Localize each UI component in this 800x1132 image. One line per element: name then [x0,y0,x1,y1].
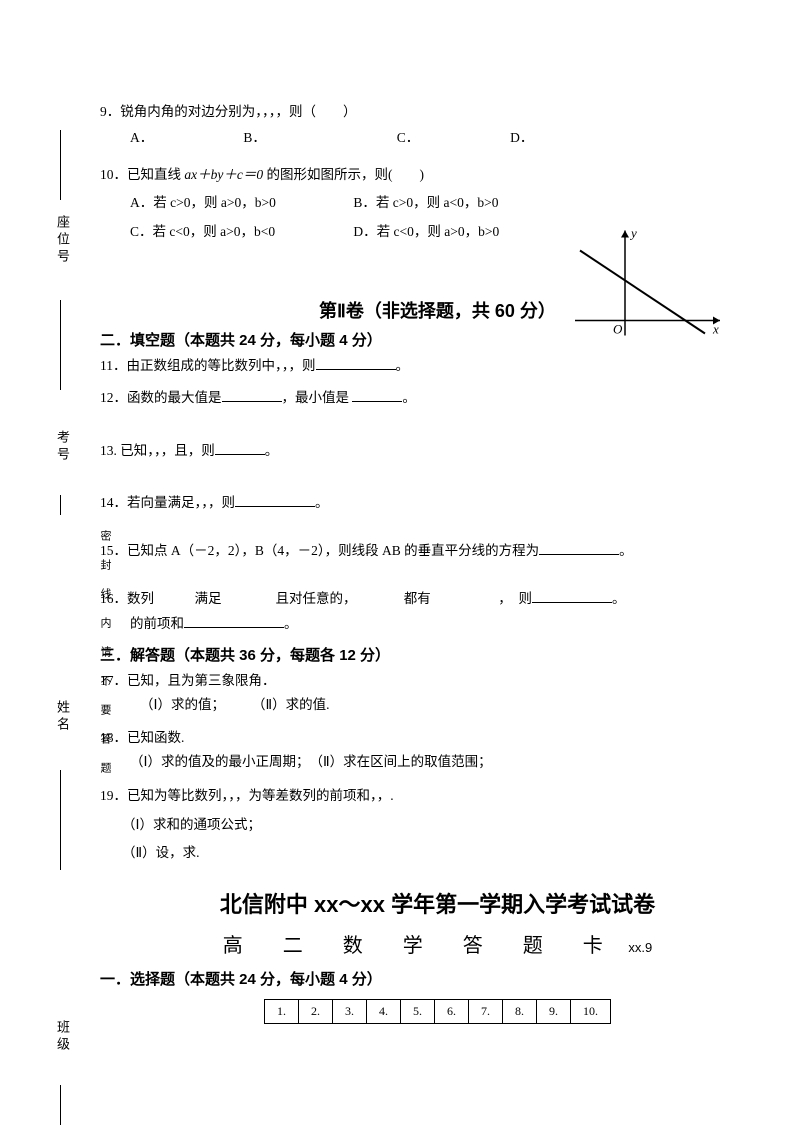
q9-opt-a: A． [130,124,240,151]
blank[interactable] [222,388,282,402]
question-9: 9．锐角内角的对边分别为，，，，则（ ） A． B． C． D． [100,100,775,151]
q19-a: 19．已知为等比数列，，，为等差数列的前项和，，. [100,788,394,803]
q10-opt-b: B．若 c>0，则 a<0，b>0 [353,188,498,218]
q18-a: 18．已知函数. [100,730,184,745]
question-12: 12．函数的最大值是 ，最小值是 。 [100,386,775,410]
q9-opt-d: D． [510,124,533,151]
q10-opt-c: C．若 c<0，则 a>0，b<0 [130,217,350,247]
x-axis-label: x [712,322,719,337]
table-cell[interactable]: 8. [503,1000,537,1024]
name-label: 姓名 [53,700,72,734]
q13-a: 13. 已知，，，且，则 [100,443,215,458]
exam-num-label: 考号 [53,430,72,464]
sidebar-line [60,770,61,870]
q12-b: ，最小值是 [282,390,353,405]
line-graph: y x O [565,223,725,343]
table-cell[interactable]: 5. [401,1000,435,1024]
sidebar-line [60,1085,61,1125]
answer-date: xx.9 [628,940,652,955]
q16-d: 。 [284,616,298,631]
seat-label: 座位号 [53,215,72,266]
blank[interactable] [532,589,612,603]
table-cell[interactable]: 3. [333,1000,367,1024]
q19-c: （Ⅱ）设，求. [100,845,200,860]
q12-c: 。 [402,390,416,405]
q9-opt-c: C． [397,124,507,151]
main-content: 9．锐角内角的对边分别为，，，，则（ ） A． B． C． D． 10．已知直线… [100,100,775,1024]
question-18: 18．已知函数. （Ⅰ）求的值及的最小正周期； （Ⅱ）求在区间上的取值范围； [100,726,775,775]
table-cell[interactable]: 7. [469,1000,503,1024]
sidebar-binding: 座位号 考号 姓名 班级 密封线内请不要答题 [35,0,85,1132]
q9-text: 9．锐角内角的对边分别为，，，，则（ ） [100,104,357,119]
q9-options: A． B． C． D． [100,124,775,151]
answer-table: 1. 2. 3. 4. 5. 6. 7. 8. 9. 10. [264,999,611,1024]
q10-opt-a: A．若 c>0，则 a>0，b>0 [130,188,350,218]
sidebar-line [60,300,61,390]
blank[interactable] [539,541,619,555]
question-11: 11．由正数组成的等比数列中，，，则 。 [100,354,775,378]
class-label: 班级 [53,1020,72,1054]
q15-a: 15．已知点 A（－2，2），B（4，－2），则线段 AB 的垂直平分线的方程为 [100,543,539,558]
q18-b: （Ⅰ）求的值及的最小正周期； （Ⅱ）求在区间上的取值范围； [100,754,492,769]
origin-label: O [613,322,623,337]
question-16: 16．数列 满足 且对任意的， 都有 ， 则。 的前项和。 [100,587,775,636]
q9-opt-b: B． [243,124,393,151]
table-row: 1. 2. 3. 4. 5. 6. 7. 8. 9. 10. [265,1000,611,1024]
table-cell[interactable]: 10. [571,1000,611,1024]
question-13: 13. 已知，，，且，则 。 [100,439,775,463]
q17-b: （Ⅰ）求的值； （Ⅱ）求的值. [100,697,330,712]
answer-title-text: 高 二 数 学 答 题 卡 [223,935,613,957]
q16-c: 的前项和 [100,616,184,631]
table-cell[interactable]: 4. [367,1000,401,1024]
solve-section-title: 三．解答题（本题共 36 分，每题各 12 分） [100,644,775,665]
q10-text1: 10．已知直线 [100,167,184,182]
paper-main-title: 北信附中 xx～xx 学年第一学期入学考试试卷 [100,887,775,919]
q17-a: 17．已知，且为第三象限角． [100,673,276,688]
q13-b: 。 [265,443,279,458]
q14-a: 14．若向量满足，，，则 [100,495,235,510]
q19-b: （Ⅰ）求和的通项公式； [100,817,261,832]
q16-b: 。 [612,591,626,606]
blank[interactable] [184,614,284,628]
blank[interactable] [235,493,315,507]
q10-text2: 的图形如图所示，则( ) [263,167,424,182]
question-14: 14．若向量满足，，，则 。 [100,491,775,515]
question-19: 19．已知为等比数列，，，为等差数列的前项和，，. （Ⅰ）求和的通项公式； （Ⅱ… [100,782,775,867]
blank[interactable] [215,441,265,455]
q16-a: 16．数列 满足 且对任意的， 都有 ， 则 [100,591,532,606]
table-cell[interactable]: 1. [265,1000,299,1024]
q15-b: 。 [619,543,633,558]
q10-opt-d: D．若 c<0，则 a>0，b>0 [353,217,499,247]
blank[interactable] [352,388,402,402]
question-15: 15．已知点 A（－2，2），B（4，－2），则线段 AB 的垂直平分线的方程为… [100,539,775,563]
choice-section-title: 一．选择题（本题共 24 分，每小题 4 分） [100,968,775,989]
question-17: 17．已知，且为第三象限角． （Ⅰ）求的值； （Ⅱ）求的值. [100,669,775,718]
sidebar-line [60,495,61,515]
q12-a: 12．函数的最大值是 [100,390,222,405]
q10-eq: ax＋by＋c＝0 [184,167,263,182]
answer-card-title: 高 二 数 学 答 题 卡 xx.9 [100,929,775,958]
table-cell[interactable]: 2. [299,1000,333,1024]
y-axis-label: y [629,226,637,241]
blank[interactable] [316,356,396,370]
q14-b: 。 [315,495,329,510]
question-10: 10．已知直线 ax＋by＋c＝0 的图形如图所示，则( ) A．若 c>0，则… [100,163,775,247]
table-cell[interactable]: 6. [435,1000,469,1024]
sidebar-line [60,130,61,200]
table-cell[interactable]: 9. [537,1000,571,1024]
q11-text: 11．由正数组成的等比数列中，，，则 [100,358,316,373]
q11-end: 。 [396,358,410,373]
